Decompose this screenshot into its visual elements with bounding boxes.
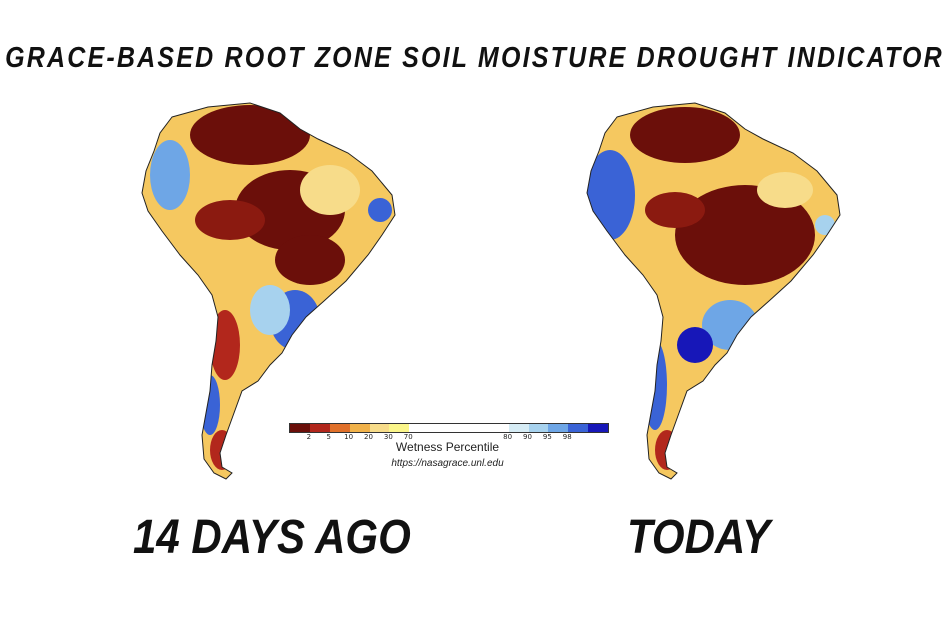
- legend-ticks: 2 5 10 20 30 70 80 90 95 98: [289, 433, 607, 443]
- legend-title: Wetness Percentile: [395, 440, 500, 454]
- wetness-legend: 2 5 10 20 30 70 80 90 95 98 Wetness Percentile ht…: [285, 420, 610, 480]
- legend-swatch: [290, 424, 310, 432]
- south-america-map-today: [586, 102, 841, 480]
- label-today: TODAY: [627, 509, 771, 564]
- legend-swatch: [369, 424, 390, 432]
- legend-swatch: [409, 424, 509, 432]
- legend-tick-label: 80: [503, 433, 513, 441]
- label-14-days-ago: 14 DAYS AGO: [133, 509, 411, 564]
- south-america-map-14-days-ago: [141, 102, 396, 480]
- legend-swatch: [548, 424, 569, 432]
- legend-color-bar: [289, 423, 609, 433]
- legend-tick-label: 95: [542, 433, 552, 441]
- legend-swatch: [568, 424, 589, 432]
- legend-tick-label: 20: [364, 433, 373, 441]
- legend-tick-label: 70: [403, 433, 413, 441]
- legend-swatch: [528, 424, 549, 432]
- legend-swatch: [389, 424, 410, 432]
- legend-swatch: [508, 424, 529, 432]
- page-title: GRACE-BASED ROOT ZONE SOIL MOISTURE DROU…: [5, 41, 944, 75]
- legend-swatch: [588, 424, 608, 432]
- legend-swatch: [329, 424, 350, 432]
- legend-tick-label: 90: [523, 433, 532, 441]
- legend-url: https://nasagrace.unl.edu: [391, 458, 504, 469]
- legend-tick-label: 10: [344, 433, 354, 441]
- legend-tick-label: 30: [383, 433, 393, 441]
- legend-swatch: [349, 424, 370, 432]
- legend-tick-label: 2: [306, 433, 312, 441]
- legend-tick-label: 98: [562, 433, 572, 441]
- legend-tick-label: 5: [326, 433, 331, 441]
- legend-swatch: [309, 424, 330, 432]
